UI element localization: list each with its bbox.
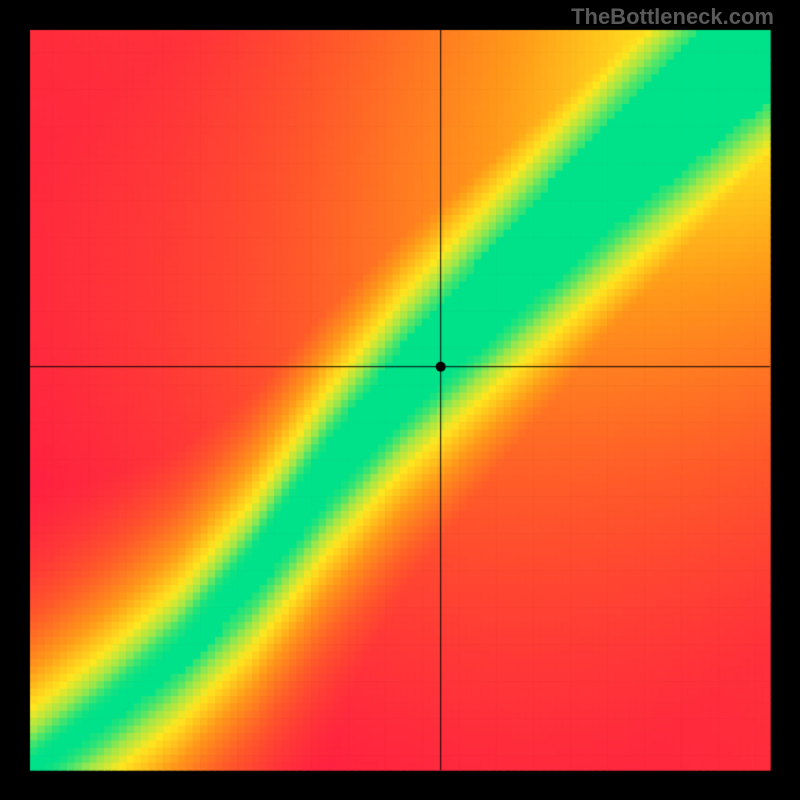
bottleneck-heatmap	[0, 0, 800, 800]
chart-container: TheBottleneck.com	[0, 0, 800, 800]
source-watermark: TheBottleneck.com	[571, 4, 774, 30]
